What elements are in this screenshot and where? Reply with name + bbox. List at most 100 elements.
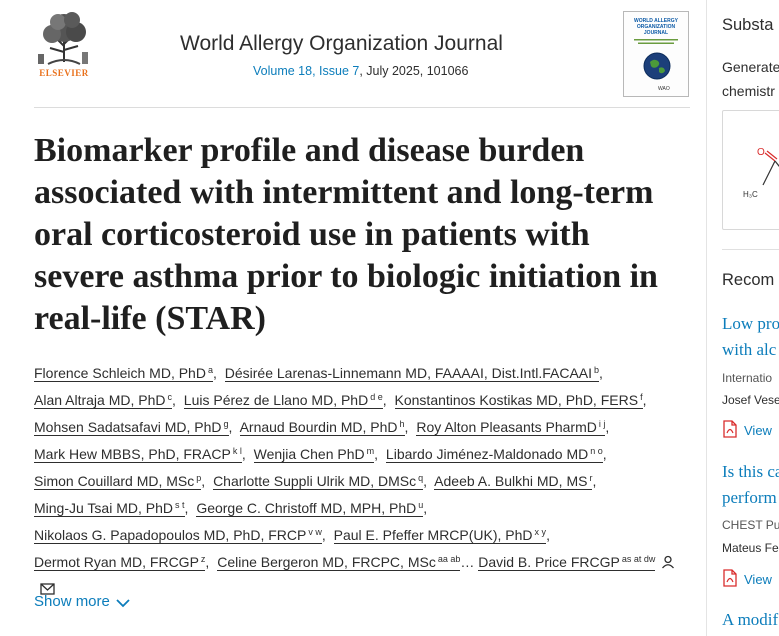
author-link[interactable]: Ming-Ju Tsai MD, PhD s t (34, 500, 185, 517)
author-list: Florence Schleich MD, PhD a, Désirée Lare… (34, 358, 684, 602)
journal-title[interactable]: World Allergy Organization Journal (180, 32, 503, 55)
author-name: Charlotte Suppli Ulrik MD, DMSc (213, 473, 417, 489)
affiliation-marker: f (640, 392, 643, 402)
author-separator: , (321, 527, 326, 543)
author-link[interactable]: Désirée Larenas-Linnemann MD, FAAAAI, Di… (224, 365, 600, 382)
author-separator: , (201, 473, 206, 489)
author-name: Désirée Larenas-Linnemann MD, FAAAAI, Di… (224, 365, 593, 381)
author-link[interactable]: Roy Alton Pleasants PharmD i j (416, 419, 606, 436)
author-link[interactable]: Wenjia Chen PhD m (253, 446, 375, 463)
author-separator: , (546, 527, 550, 543)
author-separator: , (642, 392, 647, 408)
author-link[interactable]: George C. Christoff MD, MPH, PhD u (196, 500, 424, 517)
author-separator: , (599, 365, 603, 381)
author-link[interactable]: Charlotte Suppli Ulrik MD, DMSc q (213, 473, 424, 490)
show-more-button[interactable]: Show more (34, 593, 130, 610)
author-link[interactable]: Adeeb A. Bulkhi MD, MS r (434, 473, 593, 490)
author-link[interactable]: Luis Pérez de Llano MD, PhD d e (183, 392, 383, 409)
author-name: Arnaud Bourdin MD, PhD (239, 419, 398, 435)
author-name: Roy Alton Pleasants PharmD (416, 419, 597, 435)
author-name: Konstantinos Kostikas MD, PhD, FERS (394, 392, 639, 408)
recommended-article-3-title[interactable]: A modif (722, 610, 779, 629)
affiliation-marker: m (366, 446, 375, 456)
author-link[interactable]: Celine Bergeron MD, FRCPC, MSc aa ab (217, 554, 461, 571)
author-name: Mark Hew MBBS, PhD, FRACP (34, 446, 231, 462)
author-link[interactable]: Alan Altraja MD, PhD c (34, 392, 172, 409)
recommended-article-2-title-line1[interactable]: Is this ca (722, 462, 779, 481)
affiliation-marker: s t (175, 500, 185, 510)
author-name: David B. Price FRCGP (478, 554, 620, 570)
affiliation-marker: i j (598, 419, 606, 429)
substances-desc-line1: Generate (722, 59, 779, 75)
author-separator: , (404, 419, 409, 435)
recommended-heading: Recom (722, 271, 775, 289)
elsevier-tree-logo[interactable]: ELSEVIER (34, 10, 94, 82)
affiliation-marker: b (594, 365, 600, 375)
affiliation-marker: v w (308, 527, 322, 537)
author-link[interactable]: Florence Schleich MD, PhD a (34, 365, 213, 382)
author-name: Luis Pérez de Llano MD, PhD (183, 392, 369, 408)
author-separator: , (605, 419, 610, 435)
author-separator: , (205, 554, 210, 570)
affiliation-marker: p (196, 473, 202, 483)
volume-issue-link[interactable]: Volume 18, Issue 7 (253, 64, 360, 78)
substances-desc-line2: chemistr (722, 83, 775, 99)
right-sidebar: Substa Generate chemistr O H₃C Recom Low… (706, 0, 779, 636)
svg-text:O: O (757, 147, 765, 158)
author-link[interactable]: Konstantinos Kostikas MD, PhD, FERS f (394, 392, 643, 409)
chemical-structure-card[interactable]: O H₃C (722, 110, 779, 230)
svg-text:H₃C: H₃C (743, 190, 758, 199)
author-name: Paul E. Pfeffer MRCP(UK), PhD (333, 527, 533, 543)
substances-heading: Substa (722, 16, 774, 34)
author-name: Adeeb A. Bulkhi MD, MS (434, 473, 588, 489)
sidebar-divider (722, 249, 779, 250)
author-name: Celine Bergeron MD, FRCPC, MSc (217, 554, 436, 570)
affiliation-marker: r (589, 473, 593, 483)
recommended-article-2-title-line2[interactable]: perform (722, 488, 777, 507)
show-more-label: Show more (34, 593, 110, 610)
pdf-icon (723, 420, 737, 438)
author-link[interactable]: Mohsen Sadatsafavi MD, PhD g (34, 419, 229, 436)
cover-title: WORLD ALLERGY ORGANIZATION JOURNAL (634, 18, 678, 36)
affiliation-marker: q (418, 473, 424, 483)
recommended-article-1-view-pdf[interactable]: View (722, 420, 772, 438)
author-name: Florence Schleich MD, PhD (34, 365, 206, 381)
author-ellipsis: … (460, 554, 475, 570)
recommended-article-2-view-pdf[interactable]: View (722, 569, 772, 587)
author-link[interactable]: Arnaud Bourdin MD, PhD h (239, 419, 405, 436)
author-name: George C. Christoff MD, MPH, PhD (196, 500, 417, 516)
author-separator: , (212, 365, 217, 381)
author-link[interactable]: Dermot Ryan MD, FRCGP z (34, 554, 206, 571)
recommended-article-1-title-line1[interactable]: Low pro (722, 314, 779, 333)
article-title: Biomarker profile and disease burden ass… (34, 132, 658, 337)
author-link[interactable]: David B. Price FRCGP as at dw (478, 554, 656, 571)
author-name: Alan Altraja MD, PhD (34, 392, 166, 408)
author-link[interactable]: Mark Hew MBBS, PhD, FRACP k l (34, 446, 242, 463)
author-separator: , (423, 500, 428, 516)
author-link[interactable]: Nikolaos G. Papadopoulos MD, PhD, FRCP v … (34, 527, 322, 544)
author-separator: , (602, 446, 607, 462)
article-date-number: , July 2025, 101066 (359, 64, 469, 78)
journal-meta: Volume 18, Issue 7, July 2025, 101066 (253, 64, 468, 78)
author-name: Ming-Ju Tsai MD, PhD (34, 500, 174, 516)
recommended-article-1-title-line2[interactable]: with alc (722, 340, 777, 359)
recommended-article-1-source: Internatio (722, 371, 773, 385)
affiliation-marker: k l (232, 446, 242, 456)
author-separator: , (423, 473, 428, 489)
pdf-icon (723, 569, 737, 587)
journal-cover-thumbnail[interactable]: WORLD ALLERGY ORGANIZATION JOURNAL WAO (623, 11, 689, 97)
cover-subtitle-lines (628, 38, 684, 48)
email-icon[interactable] (40, 578, 55, 602)
author-link[interactable]: Libardo Jiménez-Maldonado MD n o (385, 446, 603, 463)
author-separator: , (382, 392, 387, 408)
person-icon[interactable] (661, 552, 675, 576)
cover-badge: WAO (658, 86, 670, 92)
affiliation-marker: n o (590, 446, 603, 456)
author-link[interactable]: Simon Couillard MD, MSc p (34, 473, 202, 490)
article-toolbar-partial (34, 630, 334, 636)
affiliation-marker: z (200, 554, 206, 564)
affiliation-marker: d e (370, 392, 383, 402)
author-link[interactable]: Paul E. Pfeffer MRCP(UK), PhD x y (333, 527, 547, 544)
affiliation-marker: h (399, 419, 405, 429)
affiliation-marker: x y (534, 527, 547, 537)
